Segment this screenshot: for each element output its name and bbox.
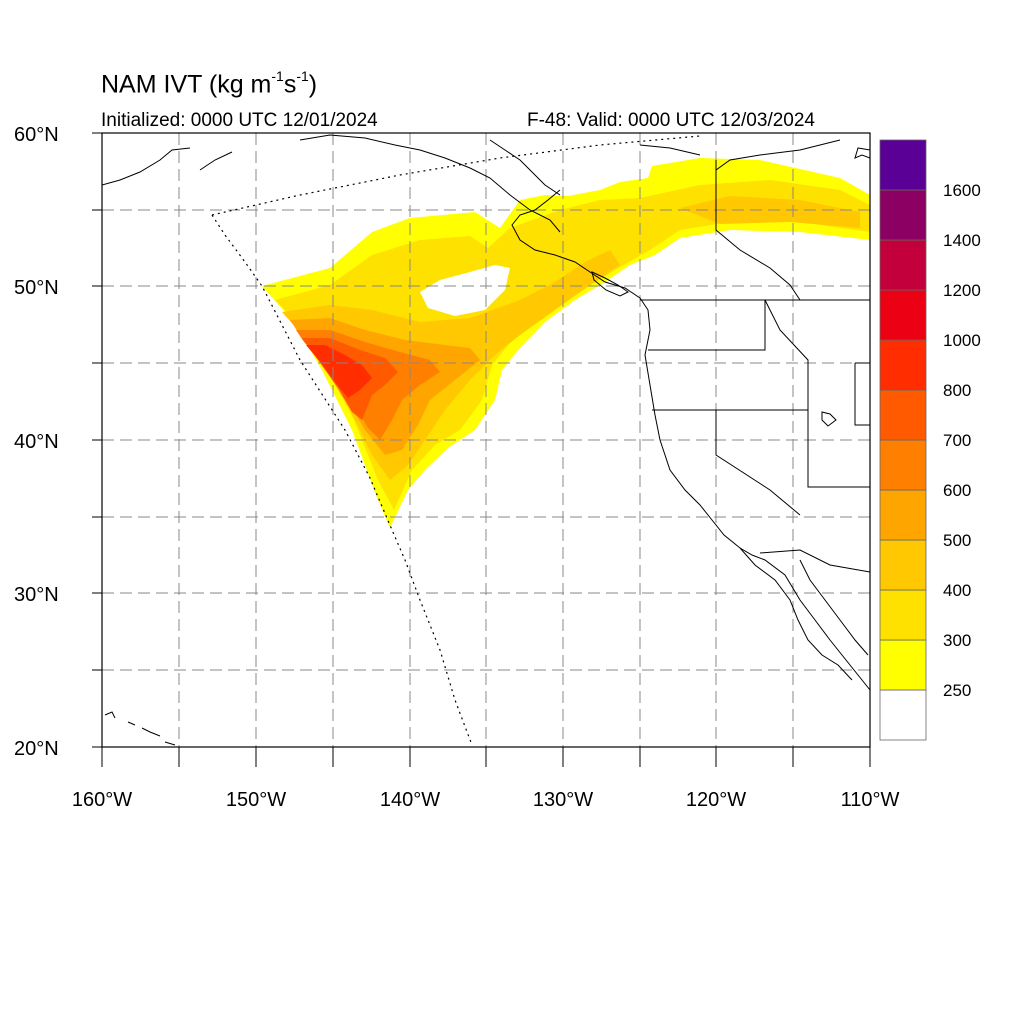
initialized-label: Initialized: 0000 UTC 12/01/2024 <box>101 110 378 131</box>
north-america-coast <box>511 139 870 691</box>
grid-lines <box>102 133 870 747</box>
lat-label-50: 50°N <box>14 277 59 299</box>
colorbar-swatch <box>879 589 927 641</box>
alberta-bc-border <box>715 160 801 301</box>
hawaii-islands <box>104 711 176 746</box>
axis-ticks <box>92 132 871 767</box>
colorbar-swatch <box>879 639 927 691</box>
colorbar-label: 400 <box>943 581 971 600</box>
lat-label-20: 20°N <box>14 738 59 760</box>
vancouver-island <box>591 271 629 297</box>
nam-domain-edge <box>211 135 701 746</box>
colorbar-swatch <box>879 689 927 741</box>
gulf-california <box>799 559 869 656</box>
colorbar-label: 800 <box>943 381 971 400</box>
lon-label-140w: 140°W <box>380 789 440 811</box>
lat-label-60: 60°N <box>14 124 59 146</box>
alaska-coast <box>102 134 561 233</box>
colorbar-label: 700 <box>943 431 971 450</box>
colorbar-label: 250 <box>943 681 971 700</box>
chart-title: NAM IVT (kg m-1s-1) <box>101 68 318 99</box>
wyoming-border <box>854 362 870 426</box>
lon-label-110w: 110°W <box>841 789 900 811</box>
colorbar-swatch <box>879 439 927 491</box>
mexico-border <box>759 549 870 573</box>
colorbar-label: 1600 <box>943 181 981 200</box>
valid-time-label: F-48: Valid: 0000 UTC 12/03/2024 <box>527 110 815 131</box>
lon-label-120w: 120°W <box>686 789 746 811</box>
colorbar-swatch <box>879 489 927 541</box>
great-salt-lake <box>821 411 837 427</box>
nevada-border <box>715 410 801 516</box>
colorbar-swatch <box>879 189 927 241</box>
idaho-border <box>764 299 870 488</box>
coastlines <box>102 134 870 746</box>
washington-oregon-border <box>648 300 766 351</box>
colorbar-label: 600 <box>943 481 971 500</box>
lat-label-30: 30°N <box>14 584 59 606</box>
colorbar-label: 1400 <box>943 231 981 250</box>
ivt-field <box>262 158 870 528</box>
colorbar-label: 300 <box>943 631 971 650</box>
colorbar-swatch <box>879 339 927 391</box>
colorbar-label: 1000 <box>943 331 981 350</box>
colorbar-swatch <box>879 539 927 591</box>
lon-label-160w: 160°W <box>72 789 132 811</box>
lon-label-150w: 150°W <box>226 789 286 811</box>
colorbar-label: 1200 <box>943 281 981 300</box>
colorbar-swatch <box>879 389 927 441</box>
alaska-yukon-border <box>489 139 561 196</box>
colorbar-swatch <box>879 239 927 291</box>
colorbar-label: 500 <box>943 531 971 550</box>
lat-labels: 60°N 50°N 40°N 30°N 20°N <box>14 124 59 760</box>
lon-labels: 160°W 150°W 140°W 130°W 120°W 110°W <box>72 789 900 811</box>
lat-label-40: 40°N <box>14 431 59 453</box>
lon-label-130w: 130°W <box>533 789 593 811</box>
baja-coast <box>739 547 853 681</box>
colorbar: 250 300 400 500 600 700 800 1000 1200 1400 1600 <box>879 139 981 741</box>
domain-boundary <box>211 135 701 746</box>
colorbar-swatch <box>879 139 927 191</box>
political-borders <box>489 139 870 573</box>
ivt-contour-800 <box>306 345 372 398</box>
colorbar-swatch <box>879 289 927 341</box>
ivt-contour-400b <box>680 196 860 228</box>
